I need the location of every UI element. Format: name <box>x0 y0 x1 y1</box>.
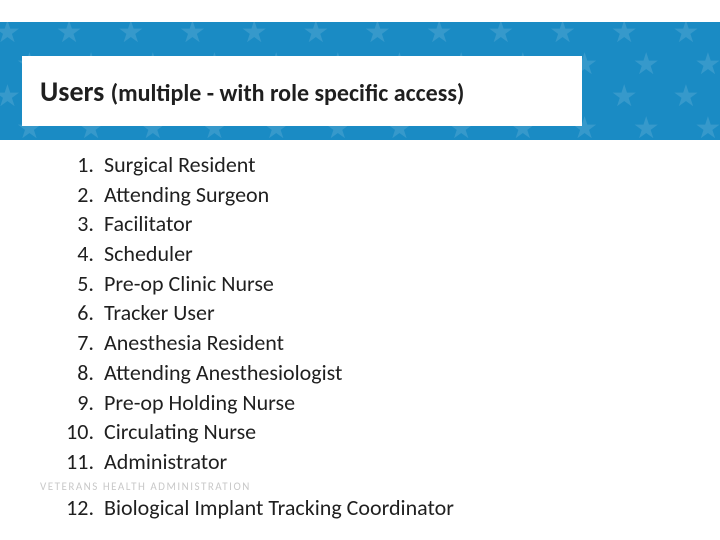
list-num: 12. <box>62 494 100 521</box>
list-label: Pre-op Clinic Nurse <box>100 269 274 299</box>
list-num: 2. <box>62 180 100 210</box>
list-item: 5.Pre-op Clinic Nurse <box>62 269 662 299</box>
list-num: 10. <box>62 417 100 447</box>
list-label: Biological Implant Tracking Coordinator <box>100 494 454 521</box>
list-label: Administrator <box>100 447 227 477</box>
list-label: Circulating Nurse <box>100 417 256 447</box>
title-sub: (multiple - with role specific access) <box>111 79 465 108</box>
list-num: 9. <box>62 388 100 418</box>
list-item: 3.Facilitator <box>62 209 662 239</box>
list-item: 9.Pre-op Holding Nurse <box>62 388 662 418</box>
list-label: Surgical Resident <box>100 150 256 180</box>
list-num: 7. <box>62 328 100 358</box>
user-list: 1.Surgical Resident 2.Attending Surgeon … <box>62 150 662 477</box>
footer-branding: VETERANS HEALTH ADMINISTRATION <box>40 480 251 493</box>
list-num: 3. <box>62 209 100 239</box>
list-label: Tracker User <box>100 298 215 328</box>
list-num: 8. <box>62 358 100 388</box>
list-num: 6. <box>62 298 100 328</box>
list-num: 4. <box>62 239 100 269</box>
title-main: Users <box>40 74 111 109</box>
slide-title: Users (multiple - with role specific acc… <box>40 74 464 109</box>
list-label: Attending Surgeon <box>100 180 269 210</box>
list-label: Facilitator <box>100 209 192 239</box>
list-item: 2.Attending Surgeon <box>62 180 662 210</box>
list-item: 7.Anesthesia Resident <box>62 328 662 358</box>
list-item: 6.Tracker User <box>62 298 662 328</box>
list-label: Anesthesia Resident <box>100 328 284 358</box>
list-item: 4.Scheduler <box>62 239 662 269</box>
list-label: Pre-op Holding Nurse <box>100 388 295 418</box>
list-num: 11. <box>62 447 100 477</box>
list-item: 10.Circulating Nurse <box>62 417 662 447</box>
list-item: 12. Biological Implant Tracking Coordina… <box>62 494 454 521</box>
list-item: 8.Attending Anesthesiologist <box>62 358 662 388</box>
list-num: 1. <box>62 150 100 180</box>
list-item: 1.Surgical Resident <box>62 150 662 180</box>
list-item: 11.Administrator <box>62 447 662 477</box>
list-num: 5. <box>62 269 100 299</box>
list-label: Attending Anesthesiologist <box>100 358 342 388</box>
title-box: Users (multiple - with role specific acc… <box>22 56 582 126</box>
list-label: Scheduler <box>100 239 193 269</box>
